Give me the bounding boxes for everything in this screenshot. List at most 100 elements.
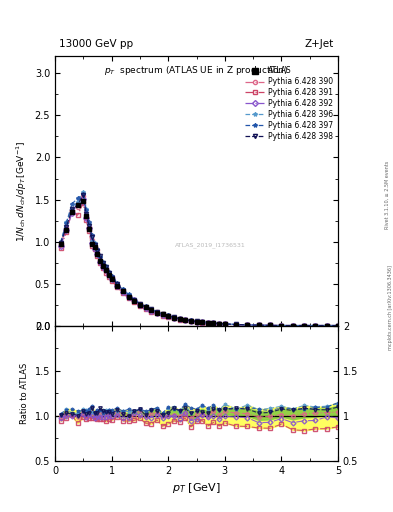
- ATLAS: [290, 323, 295, 329]
- Pythia 6.428 391: [222, 321, 227, 327]
- Pythia 6.428 392: [149, 308, 154, 314]
- ATLAS: [313, 323, 318, 329]
- Pythia 6.428 391: [98, 260, 103, 266]
- Pythia 6.428 398: [183, 317, 187, 323]
- ATLAS: [183, 317, 187, 323]
- Pythia 6.428 390: [313, 323, 318, 329]
- Pythia 6.428 397: [194, 318, 199, 325]
- Pythia 6.428 397: [90, 232, 94, 238]
- Pythia 6.428 397: [171, 314, 176, 321]
- Pythia 6.428 396: [217, 321, 222, 327]
- Pythia 6.428 397: [313, 323, 318, 329]
- Pythia 6.428 392: [268, 323, 272, 329]
- ATLAS: [98, 258, 103, 264]
- ATLAS: [143, 304, 148, 310]
- Pythia 6.428 398: [84, 211, 88, 217]
- Pythia 6.428 396: [101, 259, 105, 265]
- Pythia 6.428 390: [64, 225, 69, 231]
- Pythia 6.428 391: [126, 295, 131, 302]
- Pythia 6.428 391: [171, 315, 176, 322]
- Pythia 6.428 391: [84, 217, 88, 223]
- Pythia 6.428 396: [206, 319, 210, 326]
- Pythia 6.428 397: [183, 316, 187, 323]
- Pythia 6.428 392: [90, 240, 94, 246]
- Pythia 6.428 398: [75, 202, 80, 208]
- ATLAS: [149, 307, 154, 313]
- Pythia 6.428 391: [290, 323, 295, 329]
- Pythia 6.428 391: [143, 306, 148, 312]
- Pythia 6.428 396: [160, 311, 165, 317]
- Pythia 6.428 390: [200, 319, 204, 325]
- Pythia 6.428 398: [132, 296, 137, 303]
- Pythia 6.428 396: [115, 281, 119, 287]
- Pythia 6.428 398: [268, 323, 272, 329]
- Pythia 6.428 391: [245, 322, 250, 328]
- Pythia 6.428 397: [132, 296, 137, 303]
- Pythia 6.428 396: [177, 316, 182, 322]
- Pythia 6.428 392: [86, 224, 91, 230]
- Pythia 6.428 392: [101, 264, 105, 270]
- Pythia 6.428 391: [149, 309, 154, 315]
- Pythia 6.428 390: [206, 319, 210, 326]
- Pythia 6.428 390: [143, 304, 148, 310]
- Pythia 6.428 392: [206, 320, 210, 326]
- Pythia 6.428 392: [324, 323, 329, 329]
- ATLAS: [90, 241, 94, 247]
- Pythia 6.428 392: [132, 297, 137, 303]
- Pythia 6.428 391: [234, 322, 239, 328]
- Pythia 6.428 392: [107, 272, 111, 278]
- ATLAS: [211, 321, 216, 327]
- ATLAS: [245, 322, 250, 328]
- Pythia 6.428 392: [177, 316, 182, 323]
- ATLAS: [81, 198, 86, 204]
- Pythia 6.428 391: [256, 322, 261, 328]
- ATLAS: [217, 321, 222, 327]
- Pythia 6.428 391: [132, 299, 137, 305]
- Pythia 6.428 396: [98, 254, 103, 260]
- Pythia 6.428 398: [90, 234, 94, 240]
- Pythia 6.428 392: [189, 318, 193, 324]
- ATLAS: [177, 316, 182, 322]
- Pythia 6.428 390: [98, 257, 103, 263]
- Pythia 6.428 392: [143, 305, 148, 311]
- Pythia 6.428 396: [290, 323, 295, 329]
- Pythia 6.428 398: [104, 264, 108, 270]
- ATLAS: [75, 202, 80, 208]
- Pythia 6.428 396: [324, 323, 329, 329]
- Pythia 6.428 396: [200, 319, 204, 325]
- Pythia 6.428 391: [200, 319, 204, 326]
- Pythia 6.428 398: [138, 301, 142, 307]
- Pythia 6.428 392: [256, 322, 261, 328]
- Pythia 6.428 392: [313, 323, 318, 329]
- Pythia 6.428 392: [104, 267, 108, 273]
- Pythia 6.428 392: [154, 310, 159, 316]
- Pythia 6.428 396: [121, 286, 125, 292]
- Pythia 6.428 398: [290, 323, 295, 329]
- ATLAS: [222, 321, 227, 327]
- ATLAS: [302, 323, 307, 329]
- Pythia 6.428 391: [86, 228, 91, 234]
- Pythia 6.428 396: [149, 306, 154, 312]
- Pythia 6.428 396: [84, 206, 88, 212]
- ATLAS: [95, 251, 100, 257]
- ATLAS: [171, 315, 176, 321]
- Pythia 6.428 392: [138, 302, 142, 308]
- Pythia 6.428 396: [92, 240, 97, 246]
- Pythia 6.428 398: [81, 192, 86, 198]
- Pythia 6.428 392: [95, 251, 100, 257]
- Pythia 6.428 398: [217, 321, 222, 327]
- Pythia 6.428 392: [200, 319, 204, 325]
- Pythia 6.428 397: [58, 239, 63, 245]
- Pythia 6.428 391: [90, 243, 94, 249]
- Pythia 6.428 397: [84, 207, 88, 213]
- Pythia 6.428 397: [222, 321, 227, 327]
- Pythia 6.428 397: [115, 280, 119, 286]
- ATLAS: [70, 209, 74, 215]
- ATLAS: [101, 263, 105, 269]
- Pythia 6.428 398: [189, 317, 193, 324]
- Pythia 6.428 398: [70, 206, 74, 212]
- Pythia 6.428 397: [104, 265, 108, 271]
- Line: Pythia 6.428 390: Pythia 6.428 390: [59, 194, 340, 328]
- Pythia 6.428 397: [302, 323, 307, 329]
- Pythia 6.428 390: [70, 206, 74, 212]
